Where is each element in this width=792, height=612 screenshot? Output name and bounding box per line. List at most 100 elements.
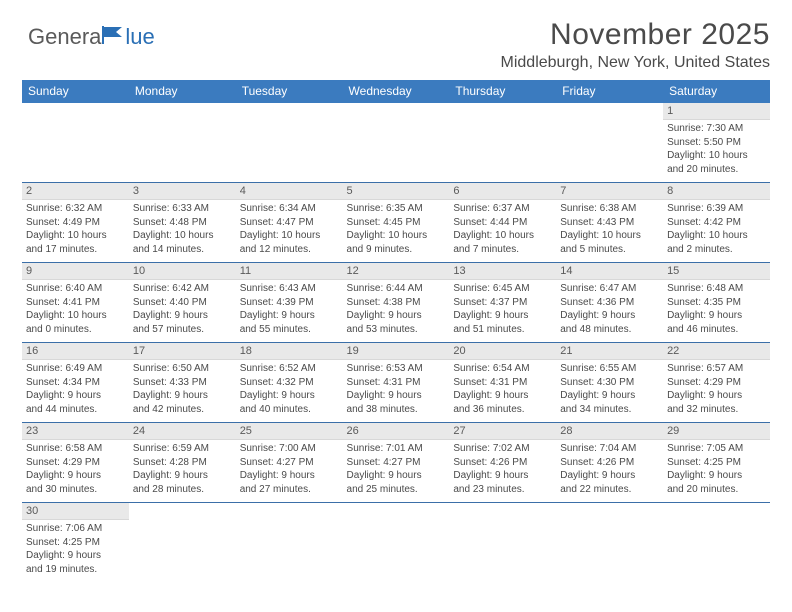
day-number: 28 — [556, 423, 663, 440]
day-info: Sunrise: 6:42 AMSunset: 4:40 PMDaylight:… — [129, 280, 236, 339]
day-info-line: and 38 minutes. — [347, 403, 446, 417]
day-info-line: and 17 minutes. — [26, 243, 125, 257]
calendar-row: 1Sunrise: 7:30 AMSunset: 5:50 PMDaylight… — [22, 103, 770, 183]
day-number — [449, 103, 556, 119]
day-info-line: Sunrise: 6:35 AM — [347, 202, 446, 216]
day-number: 30 — [22, 503, 129, 520]
day-info: Sunrise: 6:47 AMSunset: 4:36 PMDaylight:… — [556, 280, 663, 339]
day-info-line: and 48 minutes. — [560, 323, 659, 337]
day-info-line: and 22 minutes. — [560, 483, 659, 497]
calendar-cell: 24Sunrise: 6:59 AMSunset: 4:28 PMDayligh… — [129, 423, 236, 503]
day-info: Sunrise: 6:50 AMSunset: 4:33 PMDaylight:… — [129, 360, 236, 419]
logo-flag-icon — [102, 26, 124, 44]
day-info: Sunrise: 7:01 AMSunset: 4:27 PMDaylight:… — [343, 440, 450, 499]
calendar-cell: 26Sunrise: 7:01 AMSunset: 4:27 PMDayligh… — [343, 423, 450, 503]
day-info-line: Sunrise: 6:32 AM — [26, 202, 125, 216]
day-info-line: Daylight: 9 hours — [133, 389, 232, 403]
day-info: Sunrise: 7:00 AMSunset: 4:27 PMDaylight:… — [236, 440, 343, 499]
calendar-cell: 18Sunrise: 6:52 AMSunset: 4:32 PMDayligh… — [236, 343, 343, 423]
day-header: Sunday — [22, 80, 129, 103]
calendar-cell — [22, 103, 129, 183]
day-number: 12 — [343, 263, 450, 280]
day-number: 3 — [129, 183, 236, 200]
day-info-line: Sunset: 4:38 PM — [347, 296, 446, 310]
day-info-line: Sunset: 4:27 PM — [347, 456, 446, 470]
title-block: November 2025 Middleburgh, New York, Uni… — [501, 18, 770, 72]
day-info-line: Sunrise: 7:04 AM — [560, 442, 659, 456]
day-info-line: Daylight: 9 hours — [667, 389, 766, 403]
day-info-line: and 12 minutes. — [240, 243, 339, 257]
day-number: 26 — [343, 423, 450, 440]
day-info-line: Sunset: 4:48 PM — [133, 216, 232, 230]
day-info-line: and 14 minutes. — [133, 243, 232, 257]
calendar-cell: 25Sunrise: 7:00 AMSunset: 4:27 PMDayligh… — [236, 423, 343, 503]
day-info-line: Sunrise: 6:55 AM — [560, 362, 659, 376]
day-info-line: and 2 minutes. — [667, 243, 766, 257]
day-number: 11 — [236, 263, 343, 280]
calendar-cell — [556, 103, 663, 183]
day-number — [343, 503, 450, 519]
day-info-line: Sunset: 4:32 PM — [240, 376, 339, 390]
day-info-line: and 0 minutes. — [26, 323, 125, 337]
day-number: 27 — [449, 423, 556, 440]
calendar-cell: 16Sunrise: 6:49 AMSunset: 4:34 PMDayligh… — [22, 343, 129, 423]
calendar-cell: 29Sunrise: 7:05 AMSunset: 4:25 PMDayligh… — [663, 423, 770, 503]
calendar-cell: 21Sunrise: 6:55 AMSunset: 4:30 PMDayligh… — [556, 343, 663, 423]
day-number: 21 — [556, 343, 663, 360]
calendar-cell: 1Sunrise: 7:30 AMSunset: 5:50 PMDaylight… — [663, 103, 770, 183]
day-info: Sunrise: 6:54 AMSunset: 4:31 PMDaylight:… — [449, 360, 556, 419]
day-info-line: Sunset: 4:47 PM — [240, 216, 339, 230]
calendar-cell — [663, 503, 770, 583]
day-info: Sunrise: 6:52 AMSunset: 4:32 PMDaylight:… — [236, 360, 343, 419]
calendar-cell: 3Sunrise: 6:33 AMSunset: 4:48 PMDaylight… — [129, 183, 236, 263]
day-info: Sunrise: 6:57 AMSunset: 4:29 PMDaylight:… — [663, 360, 770, 419]
day-info: Sunrise: 6:53 AMSunset: 4:31 PMDaylight:… — [343, 360, 450, 419]
calendar-cell: 8Sunrise: 6:39 AMSunset: 4:42 PMDaylight… — [663, 183, 770, 263]
day-number: 23 — [22, 423, 129, 440]
day-number — [236, 103, 343, 119]
day-info-line: Daylight: 9 hours — [347, 389, 446, 403]
day-info-line: Sunrise: 6:52 AM — [240, 362, 339, 376]
calendar-cell: 6Sunrise: 6:37 AMSunset: 4:44 PMDaylight… — [449, 183, 556, 263]
header: Genera lue November 2025 Middleburgh, Ne… — [22, 18, 770, 72]
day-info-line: and 55 minutes. — [240, 323, 339, 337]
day-info-line: and 23 minutes. — [453, 483, 552, 497]
day-info-line: Daylight: 10 hours — [26, 229, 125, 243]
calendar-cell — [236, 503, 343, 583]
day-info-line: Sunset: 4:31 PM — [453, 376, 552, 390]
day-info-line: and 57 minutes. — [133, 323, 232, 337]
day-info-line: and 20 minutes. — [667, 483, 766, 497]
day-number: 10 — [129, 263, 236, 280]
day-number: 29 — [663, 423, 770, 440]
day-number — [449, 503, 556, 519]
day-info-line: Sunrise: 6:53 AM — [347, 362, 446, 376]
day-number: 20 — [449, 343, 556, 360]
day-info: Sunrise: 7:04 AMSunset: 4:26 PMDaylight:… — [556, 440, 663, 499]
day-number — [556, 503, 663, 519]
day-info-line: and 5 minutes. — [560, 243, 659, 257]
logo-text-1: Genera — [28, 24, 101, 50]
day-header: Saturday — [663, 80, 770, 103]
day-info: Sunrise: 6:59 AMSunset: 4:28 PMDaylight:… — [129, 440, 236, 499]
day-info: Sunrise: 6:33 AMSunset: 4:48 PMDaylight:… — [129, 200, 236, 259]
day-number: 25 — [236, 423, 343, 440]
day-info-line: Sunset: 4:44 PM — [453, 216, 552, 230]
page-title: November 2025 — [501, 18, 770, 52]
day-info-line: Sunrise: 6:54 AM — [453, 362, 552, 376]
calendar-cell: 15Sunrise: 6:48 AMSunset: 4:35 PMDayligh… — [663, 263, 770, 343]
calendar-cell: 11Sunrise: 6:43 AMSunset: 4:39 PMDayligh… — [236, 263, 343, 343]
day-number: 22 — [663, 343, 770, 360]
day-info-line: Sunrise: 6:33 AM — [133, 202, 232, 216]
day-info-line: and 46 minutes. — [667, 323, 766, 337]
day-info-line: Sunrise: 6:43 AM — [240, 282, 339, 296]
day-number: 15 — [663, 263, 770, 280]
day-info-line: and 7 minutes. — [453, 243, 552, 257]
day-info-line: and 36 minutes. — [453, 403, 552, 417]
calendar-cell: 20Sunrise: 6:54 AMSunset: 4:31 PMDayligh… — [449, 343, 556, 423]
day-info-line: Sunrise: 7:00 AM — [240, 442, 339, 456]
day-info-line: Daylight: 9 hours — [133, 309, 232, 323]
day-info-line: Daylight: 9 hours — [453, 469, 552, 483]
day-header: Friday — [556, 80, 663, 103]
day-info-line: Sunrise: 6:44 AM — [347, 282, 446, 296]
calendar-cell: 2Sunrise: 6:32 AMSunset: 4:49 PMDaylight… — [22, 183, 129, 263]
